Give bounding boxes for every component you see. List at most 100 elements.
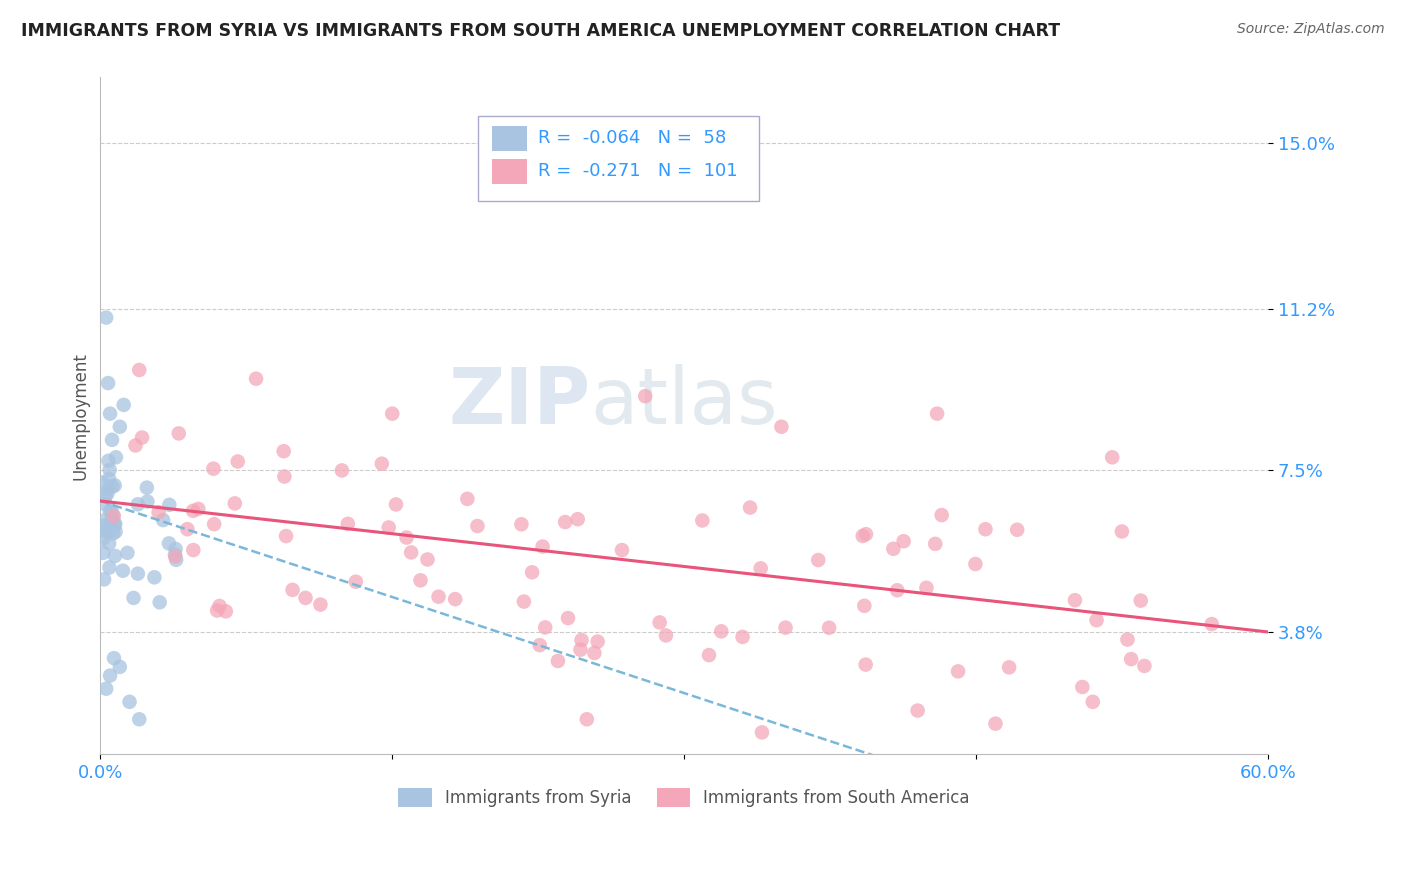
- Point: [998, 660, 1021, 674]
- Point: [520, 566, 543, 580]
- Point: [98, 668, 121, 682]
- Point: [893, 534, 915, 549]
- Point: [91, 546, 114, 560]
- Point: [974, 522, 997, 536]
- Point: [187, 502, 209, 516]
- Point: [931, 508, 953, 522]
- Point: [336, 516, 359, 531]
- Point: [610, 543, 633, 558]
- Point: [104, 524, 127, 539]
- Text: atlas: atlas: [591, 364, 779, 441]
- Point: [416, 552, 439, 566]
- Point: [710, 624, 733, 639]
- Point: [215, 604, 238, 618]
- Point: [104, 516, 127, 531]
- Point: [91, 532, 114, 546]
- Point: [104, 518, 127, 533]
- Point: [135, 481, 157, 495]
- Point: [97, 376, 120, 390]
- Point: [245, 372, 267, 386]
- Point: [294, 591, 316, 605]
- Point: [96, 310, 118, 325]
- Text: R =  -0.271   N =  101: R = -0.271 N = 101: [538, 162, 738, 180]
- Point: [181, 504, 204, 518]
- Point: [513, 594, 536, 608]
- Point: [96, 681, 118, 696]
- Point: [127, 566, 149, 581]
- Point: [100, 517, 122, 532]
- Legend: Immigrants from Syria, Immigrants from South America: Immigrants from Syria, Immigrants from S…: [392, 781, 976, 814]
- Point: [117, 546, 139, 560]
- Point: [634, 389, 657, 403]
- Point: [381, 407, 404, 421]
- Point: [444, 592, 467, 607]
- Point: [852, 529, 875, 543]
- Point: [1101, 450, 1123, 465]
- Point: [1133, 659, 1156, 673]
- Point: [98, 536, 121, 550]
- Point: [91, 475, 114, 490]
- Point: [143, 570, 166, 584]
- Point: [96, 486, 118, 500]
- Point: [122, 591, 145, 605]
- Point: [98, 560, 121, 574]
- Point: [111, 564, 134, 578]
- Point: [583, 646, 606, 660]
- Point: [273, 469, 295, 483]
- Point: [915, 581, 938, 595]
- Point: [165, 553, 187, 567]
- Point: [131, 430, 153, 444]
- Point: [274, 529, 297, 543]
- Point: [98, 407, 121, 421]
- Point: [208, 599, 231, 613]
- Point: [176, 522, 198, 536]
- Point: [1121, 652, 1143, 666]
- Point: [101, 433, 124, 447]
- Point: [534, 620, 557, 634]
- Point: [399, 545, 422, 559]
- Point: [108, 419, 131, 434]
- Point: [775, 621, 797, 635]
- Point: [124, 438, 146, 452]
- Point: [547, 654, 569, 668]
- Point: [149, 595, 172, 609]
- Point: [569, 642, 592, 657]
- Point: [1129, 593, 1152, 607]
- Point: [749, 561, 772, 575]
- Point: [1071, 680, 1094, 694]
- Point: [1081, 695, 1104, 709]
- Point: [103, 651, 125, 665]
- Point: [205, 603, 228, 617]
- Point: [907, 704, 929, 718]
- Point: [567, 512, 589, 526]
- Point: [98, 463, 121, 477]
- Point: [886, 583, 908, 598]
- Point: [1064, 593, 1087, 607]
- Point: [1111, 524, 1133, 539]
- Point: [697, 648, 720, 662]
- Point: [104, 549, 127, 563]
- Point: [118, 695, 141, 709]
- Point: [165, 549, 187, 564]
- Point: [97, 524, 120, 538]
- Point: [855, 527, 877, 541]
- Text: R =  -0.064   N =  58: R = -0.064 N = 58: [538, 129, 727, 147]
- Point: [409, 574, 432, 588]
- Point: [557, 611, 579, 625]
- Text: ZIP: ZIP: [449, 364, 591, 441]
- Point: [101, 508, 124, 523]
- Point: [97, 454, 120, 468]
- Point: [91, 524, 114, 538]
- Point: [648, 615, 671, 630]
- Point: [202, 461, 225, 475]
- Point: [163, 548, 186, 562]
- Point: [467, 519, 489, 533]
- Point: [371, 457, 394, 471]
- Point: [97, 482, 120, 496]
- Point: [818, 621, 841, 635]
- Point: [98, 504, 121, 518]
- Point: [100, 504, 122, 518]
- Point: [377, 520, 399, 534]
- Point: [94, 490, 117, 504]
- Point: [770, 419, 793, 434]
